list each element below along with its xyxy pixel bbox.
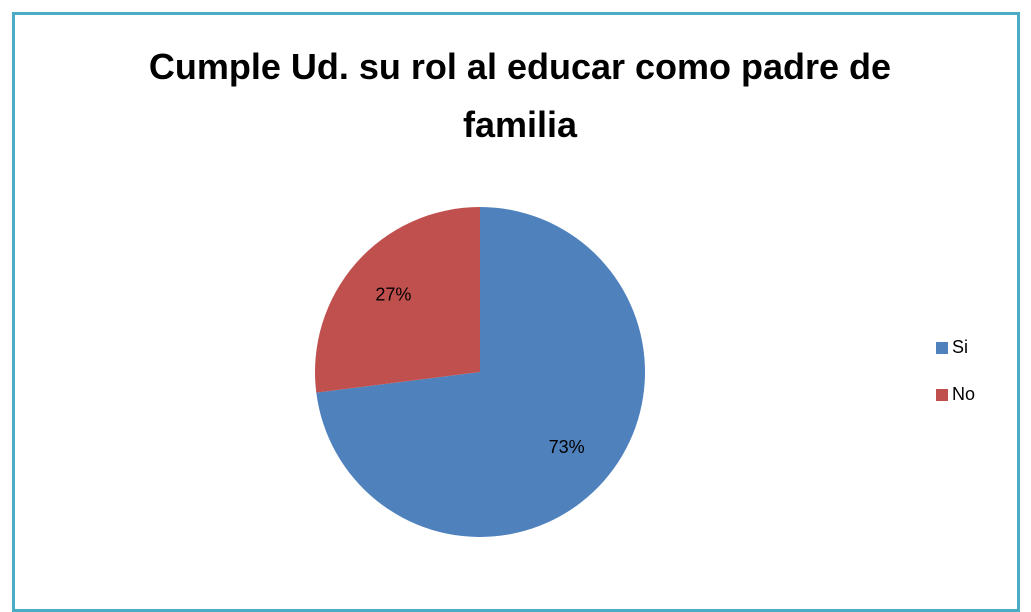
legend-swatch: [936, 342, 948, 354]
chart-title: Cumple Ud. su rol al educar como padre d…: [148, 46, 892, 145]
page: {"chart_data": {"type": "pie", "title": …: [12, 12, 1020, 612]
pie-slice: [316, 207, 645, 537]
legend-label: Si: [952, 337, 968, 357]
legend-label: No: [952, 384, 975, 404]
data-label: 73%: [549, 437, 585, 457]
legend-swatch: [936, 389, 948, 401]
pie-slice: [315, 207, 480, 393]
chart: 73% 27% Si No: [315, 207, 975, 537]
data-label: 27%: [375, 284, 411, 304]
